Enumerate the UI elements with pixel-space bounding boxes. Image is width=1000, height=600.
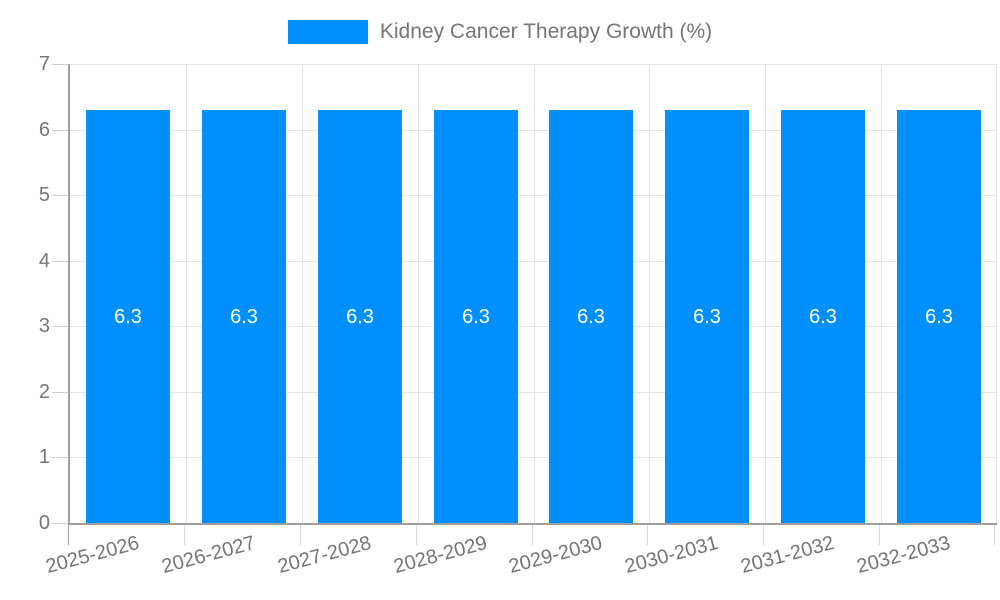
bar-2031-2032[interactable]: 6.3 xyxy=(781,110,865,523)
x-axis-tick xyxy=(879,525,880,545)
bar-value-label: 6.3 xyxy=(230,305,258,328)
bar-value-label: 6.3 xyxy=(693,305,721,328)
x-axis-tick xyxy=(416,525,417,545)
gridline-horizontal xyxy=(70,326,997,327)
y-axis-tick-label: 6 xyxy=(38,119,50,141)
x-axis-tick-label: 2026-2027 xyxy=(159,531,258,578)
y-axis-tick-label: 0 xyxy=(38,512,50,534)
y-axis-tick-label: 5 xyxy=(38,184,50,206)
x-axis-tick xyxy=(300,525,301,545)
y-axis-tick xyxy=(52,195,68,196)
bar-2025-2026[interactable]: 6.3 xyxy=(86,110,170,523)
bar-value-label: 6.3 xyxy=(925,305,953,328)
gridline-vertical xyxy=(649,64,650,523)
gridline-horizontal xyxy=(70,457,997,458)
y-axis-tick-label: 2 xyxy=(38,381,50,403)
legend-label: Kidney Cancer Therapy Growth (%) xyxy=(379,20,713,43)
gridline-vertical xyxy=(765,64,766,523)
bar-value-label: 6.3 xyxy=(577,305,605,328)
legend-swatch-icon xyxy=(287,20,368,44)
y-axis-tick xyxy=(52,392,68,393)
bar-value-label: 6.3 xyxy=(114,305,142,328)
y-axis-tick-label: 1 xyxy=(38,446,50,468)
gridline-vertical xyxy=(881,64,882,523)
y-axis-tick xyxy=(52,457,68,458)
gridline-vertical xyxy=(302,64,303,523)
y-axis-tick xyxy=(52,130,68,131)
bar-value-label: 6.3 xyxy=(346,305,374,328)
y-axis-tick xyxy=(52,261,68,262)
x-axis-tick xyxy=(994,525,995,545)
bar-2032-2033[interactable]: 6.3 xyxy=(897,110,981,523)
plot-area: 6.3 6.3 6.3 6.3 6.3 6.3 6.3 6.3 xyxy=(68,64,997,525)
x-axis-tick-label: 2029-2030 xyxy=(506,531,605,578)
x-axis-tick xyxy=(647,525,648,545)
gridline-vertical xyxy=(186,64,187,523)
bar-2029-2030[interactable]: 6.3 xyxy=(549,110,633,523)
x-axis-tick-label: 2028-2029 xyxy=(391,531,490,578)
gridline-vertical xyxy=(996,64,997,523)
x-axis-tick xyxy=(68,525,69,545)
bar-2028-2029[interactable]: 6.3 xyxy=(434,110,518,523)
gridline-vertical xyxy=(534,64,535,523)
y-axis-tick-label: 7 xyxy=(38,53,50,75)
x-axis-tick-label: 2030-2031 xyxy=(622,531,721,578)
x-axis-tick-label: 2031-2032 xyxy=(738,531,837,578)
y-axis-tick xyxy=(52,326,68,327)
x-axis-tick-label: 2025-2026 xyxy=(43,531,142,578)
gridline-horizontal xyxy=(70,195,997,196)
bar-value-label: 6.3 xyxy=(462,305,490,328)
y-axis-tick xyxy=(52,523,68,524)
gridline-horizontal xyxy=(70,130,997,131)
x-axis-tick-label: 2027-2028 xyxy=(275,531,374,578)
bar-2026-2027[interactable]: 6.3 xyxy=(202,110,286,523)
x-axis-tick xyxy=(532,525,533,545)
x-axis-tick xyxy=(763,525,764,545)
gridline-horizontal xyxy=(70,261,997,262)
x-axis-tick xyxy=(184,525,185,545)
legend[interactable]: Kidney Cancer Therapy Growth (%) xyxy=(0,20,1000,44)
gridline-horizontal xyxy=(70,392,997,393)
bar-2030-2031[interactable]: 6.3 xyxy=(665,110,749,523)
gridline-horizontal xyxy=(70,64,997,65)
gridline-vertical xyxy=(418,64,419,523)
x-axis-tick-label: 2032-2033 xyxy=(854,531,953,578)
bar-2027-2028[interactable]: 6.3 xyxy=(318,110,402,523)
y-axis-tick-label: 3 xyxy=(38,315,50,337)
y-axis-tick-label: 4 xyxy=(38,250,50,272)
y-axis-tick xyxy=(52,64,68,65)
bar-value-label: 6.3 xyxy=(809,305,837,328)
